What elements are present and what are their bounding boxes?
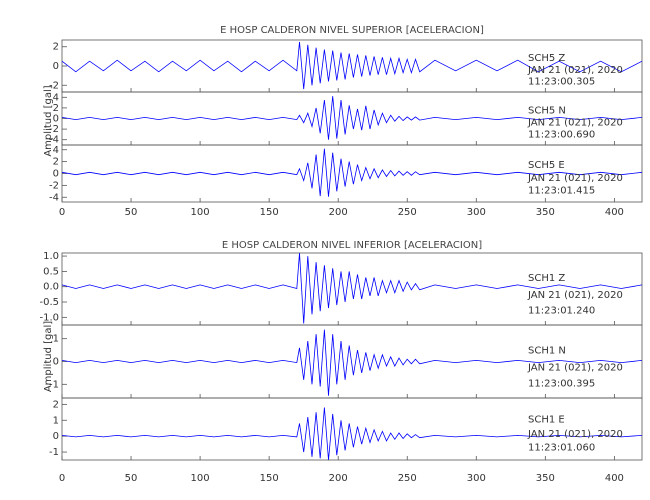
- x-tick-label: 150: [260, 207, 279, 218]
- date-label: JAN 21 (021), 2020: [527, 362, 623, 373]
- x-tick-label: 0: [59, 473, 65, 484]
- y-tick-label: -1.0: [39, 312, 59, 323]
- date-label: JAN 21 (021), 2020: [527, 65, 623, 76]
- x-tick-label: 300: [467, 473, 486, 484]
- trace: [61, 96, 643, 140]
- y-tick-label: -1: [49, 379, 59, 390]
- y-tick-label: 0: [53, 61, 59, 72]
- x-tick-label: 350: [536, 473, 555, 484]
- y-tick-label: -1: [49, 447, 59, 458]
- chart-title: E HOSP CALDERON NIVEL SUPERIOR [ACELERAC…: [220, 25, 484, 36]
- time-label: 11:23:00.395: [528, 378, 595, 389]
- panel-frame: [61, 397, 643, 461]
- y-tick-label: 0: [53, 169, 59, 180]
- time-label: 11:23:00.305: [528, 77, 595, 88]
- y-tick-label: 0.5: [43, 266, 59, 277]
- date-label: JAN 21 (021), 2020: [527, 429, 623, 440]
- time-label: 11:23:01.415: [528, 186, 595, 197]
- y-tick-label: 2: [53, 103, 59, 114]
- x-tick-label: 100: [191, 207, 210, 218]
- time-label: 11:23:01.240: [528, 306, 595, 317]
- y-tick-label: 4: [53, 145, 59, 156]
- channel-name: SCH1 E: [528, 415, 565, 426]
- channel-name: SCH1 Z: [528, 273, 565, 284]
- time-label: 11:23:00.690: [528, 129, 595, 140]
- channel-name: SCH5 Z: [528, 53, 565, 64]
- channel-name: SCH5 E: [528, 160, 565, 171]
- trace: [61, 41, 643, 90]
- x-tick-label: 400: [605, 473, 624, 484]
- trace: [61, 252, 643, 324]
- x-tick-label: 350: [536, 207, 555, 218]
- y-tick-label: 1: [53, 415, 59, 426]
- y-tick-label: 2: [53, 42, 59, 53]
- y-tick-label: -2: [49, 124, 59, 135]
- date-label: JAN 21 (021), 2020: [527, 290, 623, 301]
- date-label: JAN 21 (021), 2020: [527, 173, 623, 184]
- y-tick-label: -2: [49, 80, 59, 91]
- channel-name: SCH5 N: [528, 106, 566, 117]
- time-label: 11:23:01.060: [528, 443, 595, 454]
- x-tick-label: 50: [125, 207, 138, 218]
- y-tick-label: 1: [53, 334, 59, 345]
- x-tick-label: 300: [467, 207, 486, 218]
- x-tick-label: 150: [260, 473, 279, 484]
- x-tick-label: 400: [605, 207, 624, 218]
- y-tick-label: 0: [53, 114, 59, 125]
- x-tick-label: 100: [191, 473, 210, 484]
- y-tick-label: 0.0: [43, 282, 59, 293]
- y-tick-label: 2: [53, 157, 59, 168]
- date-label: JAN 21 (021), 2020: [527, 118, 623, 129]
- y-tick-label: -0.5: [39, 297, 59, 308]
- x-tick-label: 200: [329, 207, 348, 218]
- y-axis-label: Amplitud [gal]: [43, 85, 54, 156]
- trace: [61, 329, 643, 396]
- trace: [61, 148, 643, 197]
- trace: [61, 407, 643, 461]
- y-tick-label: 0: [53, 431, 59, 442]
- x-tick-label: 250: [398, 473, 417, 484]
- x-tick-label: 0: [59, 207, 65, 218]
- x-tick-label: 50: [125, 473, 138, 484]
- x-tick-label: 250: [398, 207, 417, 218]
- chart-title: E HOSP CALDERON NIVEL INFERIOR [ACELERAC…: [222, 240, 482, 251]
- y-tick-label: 0: [53, 357, 59, 368]
- y-tick-label: -4: [49, 192, 59, 203]
- y-tick-label: 2: [53, 399, 59, 410]
- y-tick-label: 1.0: [43, 251, 59, 262]
- channel-name: SCH1 N: [528, 346, 566, 357]
- y-tick-label: -4: [49, 135, 59, 146]
- x-tick-label: 200: [329, 473, 348, 484]
- y-axis-label: Amplitud [gal]: [43, 321, 54, 392]
- y-tick-label: 4: [53, 92, 59, 103]
- y-tick-label: -2: [49, 180, 59, 191]
